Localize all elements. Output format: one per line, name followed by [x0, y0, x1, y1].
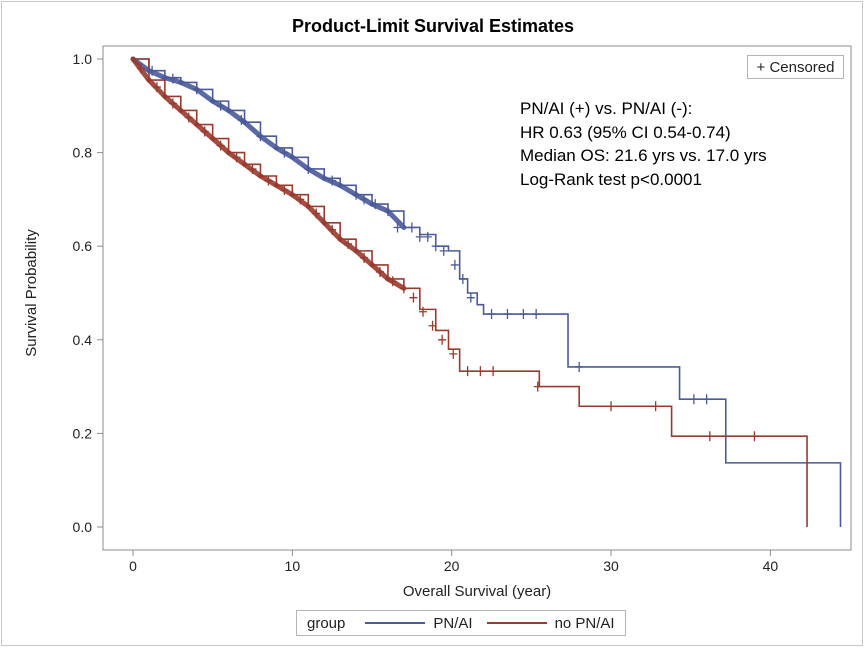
axes: 0.0 0.2 0.4 0.6 0.8 1.0 0 10 20 30 40	[73, 51, 779, 574]
censor-mark	[450, 259, 459, 270]
dense-censor-band	[385, 276, 407, 291]
dense-censor-band	[289, 154, 311, 172]
dense-censor-band	[162, 93, 184, 113]
x-axis-label: Overall Survival (year)	[403, 583, 551, 600]
censor-mark	[705, 431, 714, 442]
censor-mark	[689, 394, 698, 405]
legend-title: group	[307, 614, 346, 632]
dense-censor-band	[305, 203, 327, 226]
dense-censor-band	[226, 107, 248, 125]
dense-censor-band	[353, 192, 375, 207]
dense-censor-band	[194, 122, 216, 142]
censor-mark	[702, 394, 711, 405]
censor-mark	[431, 241, 440, 252]
censor-mark	[476, 366, 485, 377]
dense-censor-band	[257, 173, 279, 188]
censor-mark	[532, 309, 541, 320]
dense-censor-band	[289, 192, 311, 209]
censor-mark	[438, 334, 447, 345]
censor-mark	[407, 222, 416, 233]
legend-label-no-pnai: no PN/AI	[554, 614, 615, 632]
x-tick-label: 0	[129, 558, 137, 574]
censor-mark	[487, 309, 496, 320]
censor-mark	[533, 381, 542, 392]
censor-mark	[463, 366, 472, 377]
censor-mark	[439, 245, 448, 256]
censor-group-pnai	[130, 56, 711, 405]
group-legend: group PN/AI no PN/AI	[296, 610, 626, 636]
dense-censor-band	[353, 248, 375, 268]
x-tick-label: 10	[285, 558, 301, 574]
dense-censor-band	[146, 77, 168, 99]
censor-mark	[607, 401, 616, 412]
legend-swatch-no-pnai	[486, 622, 547, 624]
survival-curve-pnai	[133, 58, 842, 527]
y-tick-label: 0.8	[73, 145, 93, 161]
y-tick-label: 0.6	[73, 238, 93, 254]
censor-marks	[130, 56, 759, 442]
x-tick-label: 30	[603, 558, 619, 574]
censor-mark	[519, 309, 528, 320]
dense-censor-band	[273, 145, 295, 160]
censor-mark	[409, 292, 418, 303]
dense-censor-band	[242, 161, 263, 179]
dense-censor-band	[385, 208, 407, 230]
legend-label-pnai: PN/AI	[433, 614, 473, 632]
censor-mark	[750, 431, 759, 442]
dense-censor-band	[337, 182, 359, 198]
dense-censor-band	[321, 175, 343, 188]
annotation-line: Median OS: 21.6 yrs vs. 17.0 yrs	[520, 146, 767, 165]
dense-censor-band	[130, 56, 152, 83]
censor-mark	[428, 320, 437, 331]
statistics-annotation: PN/AI (+) vs. PN/AI (-): HR 0.63 (95% CI…	[520, 97, 767, 191]
dense-censor-band	[369, 201, 391, 214]
dense-censor-band	[226, 150, 248, 167]
dense-censor-band	[146, 68, 168, 81]
chart-title: Product-Limit Survival Estimates	[291, 16, 575, 36]
censor-mark	[449, 348, 458, 359]
dense-censor-band	[257, 133, 279, 151]
dense-censor-band	[194, 86, 216, 104]
dense-censor-band	[162, 75, 184, 85]
y-axis-label: Survival Probability	[23, 229, 40, 357]
x-tick-label: 40	[763, 558, 779, 574]
y-tick-label: 0.2	[73, 425, 93, 441]
censor-group-no-pnai	[130, 56, 759, 442]
censor-mark	[458, 273, 467, 284]
y-tick-label: 0.4	[73, 332, 93, 348]
censor-mark	[489, 366, 498, 377]
dense-censor-band	[337, 236, 359, 254]
legend-entry-no-pnai: no PN/AI	[486, 614, 615, 632]
censor-mark	[503, 309, 512, 320]
dense-censor-band	[210, 136, 232, 156]
dense-censor-band	[210, 98, 232, 113]
dense-censor-band	[321, 220, 343, 242]
y-tick-label: 1.0	[73, 51, 93, 67]
y-tick-label: 0.0	[73, 519, 93, 535]
censor-mark	[651, 401, 660, 412]
dense-censor-band	[178, 107, 200, 128]
annotation-line: Log-Rank test p<0.0001	[520, 169, 702, 189]
censor-mark	[419, 306, 428, 317]
x-tick-label: 20	[444, 558, 460, 574]
plot-area	[102, 45, 852, 551]
annotation-line: HR 0.63 (95% CI 0.54-0.74)	[520, 122, 731, 142]
censor-mark	[415, 231, 424, 242]
legend-entry-pnai: PN/AI	[365, 614, 473, 632]
dense-censor-band	[178, 79, 200, 92]
dense-censor-band	[242, 119, 263, 139]
censored-legend: + Censored	[747, 55, 844, 79]
dense-censor-band	[305, 166, 327, 181]
legend-swatch-pnai	[365, 622, 426, 624]
dense-censor-band	[273, 182, 295, 198]
censor-mark	[423, 231, 432, 242]
dense-censor-band	[369, 262, 391, 282]
annotation-line: PN/AI (+) vs. PN/AI (-):	[520, 99, 693, 118]
censor-mark	[575, 361, 584, 372]
censor-mark	[466, 292, 475, 303]
